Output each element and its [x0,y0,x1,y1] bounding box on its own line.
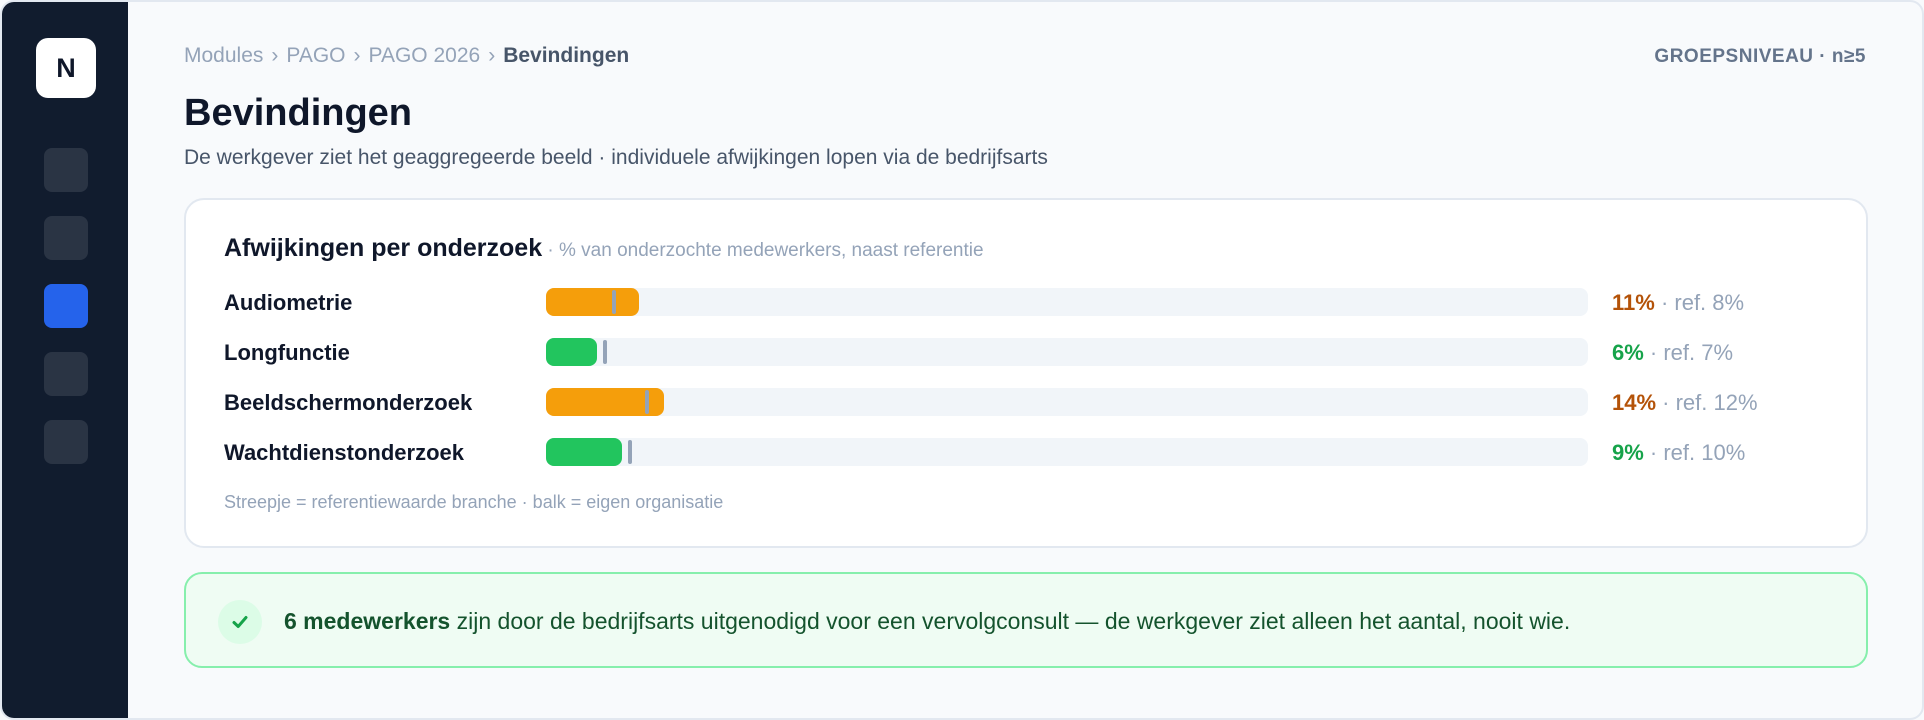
finding-reference: · ref. 12% [1656,390,1758,415]
breadcrumb-separator: › [353,44,361,67]
finding-label: Longfunctie [224,340,350,365]
finding-percentage: 14% [1612,390,1657,415]
breadcrumb-separator: › [271,44,279,67]
breadcrumb: Modules › PAGO › PAGO 2026 › Bevindingen [184,44,629,68]
sidebar-item-3-active[interactable] [44,284,88,328]
finding-bar-track [546,388,1588,416]
finding-percentage: 11% [1612,290,1655,315]
findings-card-note: · % van onderzochte medewerkers, naast r… [542,240,984,261]
app-logo[interactable]: N [36,38,96,98]
reference-marker [628,440,633,464]
page-title: Bevindingen [184,92,413,134]
finding-label: Beeldschermonderzoek [224,390,473,415]
finding-reference: · ref. 10% [1643,440,1746,465]
notice-text: 6 medewerkers zijn door de bedrijfsarts … [284,608,1570,635]
finding-reference: · ref. 8% [1654,290,1745,315]
reference-marker [611,290,616,314]
findings-card-title: Afwijkingen per onderzoek [224,234,543,262]
finding-value: 9% · ref. 10% [1612,440,1745,466]
finding-bar-track [546,438,1588,466]
notice-message: zijn door de bedrijfsarts uitgenodigd vo… [450,608,1571,634]
reference-marker [603,340,608,364]
breadcrumb-pago-2026[interactable]: PAGO 2026 [368,44,481,67]
findings-card-header: Afwijkingen per onderzoek · % van onderz… [224,234,984,263]
finding-bar-fill [546,288,639,316]
sidebar-item-5[interactable] [44,420,88,464]
reference-marker [645,390,650,414]
finding-bar-fill [546,338,597,366]
finding-row: Longfunctie 6% · ref. 7% [224,338,1844,368]
breadcrumb-modules[interactable]: Modules [184,44,264,67]
breadcrumb-pago[interactable]: PAGO [286,44,346,67]
finding-bar-fill [546,388,665,416]
page-subtitle: De werkgever ziet het geaggregeerde beel… [184,146,1048,169]
finding-bar-fill [546,438,622,466]
sidebar-item-2[interactable] [44,216,88,260]
finding-value: 14% · ref. 12% [1612,390,1758,416]
main-content: Modules › PAGO › PAGO 2026 › Bevindingen GROEP… [128,2,1922,718]
finding-percentage: 6% [1612,340,1644,365]
check-icon [218,600,262,644]
chart-legend: Streepje = referentiewaarde branche · ba… [224,492,724,512]
finding-bar-track [546,338,1588,366]
follow-up-notice: 6 medewerkers zijn door de bedrijfsarts … [184,572,1868,668]
sidebar-item-4[interactable] [44,352,88,396]
notice-count: 6 medewerkers [284,608,451,634]
finding-bar-track [546,288,1588,316]
finding-row: Wachtdienstonderzoek 9% · ref. 10% [224,438,1844,468]
breadcrumb-current: Bevindingen [503,44,630,67]
sidebar-item-1[interactable] [44,148,88,192]
finding-label: Audiometrie [224,290,353,315]
finding-row: Audiometrie 11% · ref. 8% [224,288,1844,318]
finding-label: Wachtdienstonderzoek [224,440,464,465]
finding-percentage: 9% [1612,440,1644,465]
findings-card: Afwijkingen per onderzoek · % van onderz… [184,198,1868,548]
finding-value: 6% · ref. 7% [1612,340,1733,366]
privacy-level-badge: GROEPSNIVEAU · n≥5 [1654,46,1866,67]
finding-reference: · ref. 7% [1643,340,1734,365]
sidebar: N [2,2,128,718]
finding-row: Beeldschermonderzoek 14% · ref. 12% [224,388,1844,418]
finding-value: 11% · ref. 8% [1612,290,1744,316]
breadcrumb-separator: › [488,44,496,67]
